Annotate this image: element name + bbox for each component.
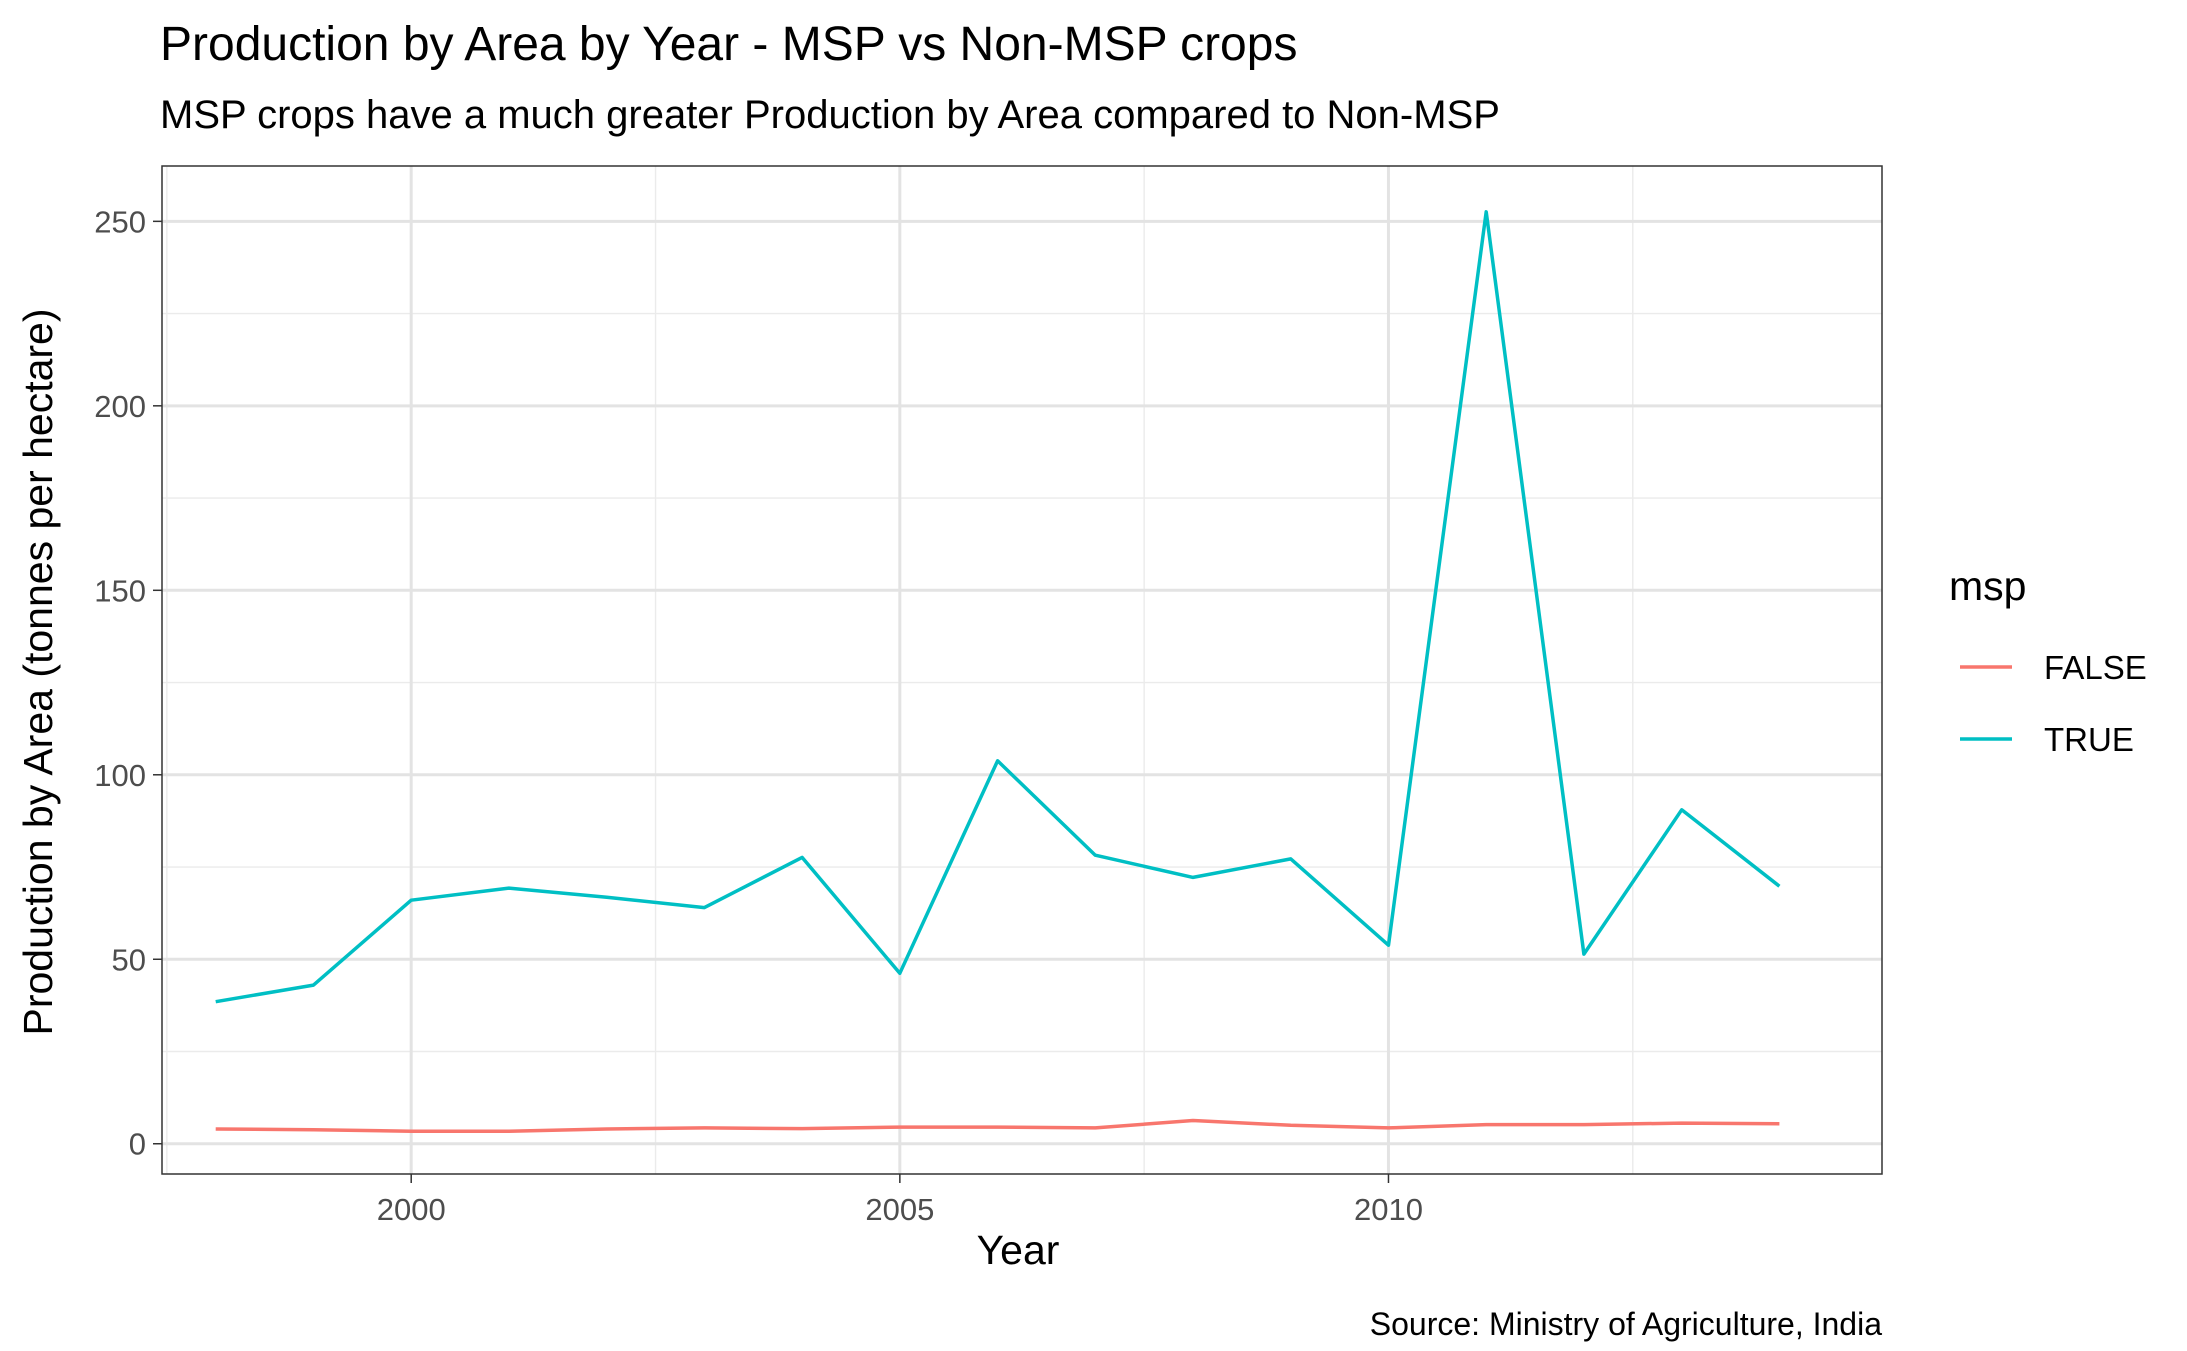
x-tick-label: 2000 bbox=[377, 1192, 446, 1227]
x-axis-title: Year bbox=[977, 1227, 1060, 1273]
chart-subtitle: MSP crops have a much greater Production… bbox=[160, 93, 1500, 137]
series-line-true bbox=[215, 210, 1781, 1004]
minor-gridlines bbox=[162, 166, 1882, 1174]
series-line-false bbox=[215, 1118, 1780, 1133]
y-axis-title: Production by Area (tonnes per hectare) bbox=[15, 308, 61, 1035]
y-tick-label: 100 bbox=[94, 758, 146, 793]
y-tick-label: 200 bbox=[94, 389, 146, 424]
panel-border bbox=[161, 165, 1883, 1175]
legend-label-false: FALSE bbox=[2044, 649, 2147, 686]
y-tick-label: 50 bbox=[112, 942, 146, 977]
y-axis-ticks: 0 50 100 150 200 250 bbox=[94, 204, 162, 1162]
series-lines bbox=[215, 210, 1781, 1133]
major-gridlines bbox=[162, 166, 1882, 1174]
y-tick-label: 150 bbox=[94, 573, 146, 608]
chart-caption: Source: Ministry of Agriculture, India bbox=[1370, 1306, 1882, 1342]
y-tick-label: 0 bbox=[129, 1127, 146, 1162]
legend: msp FALSE TRUE bbox=[1949, 563, 2147, 758]
x-tick-label: 2005 bbox=[865, 1192, 934, 1227]
x-tick-label: 2010 bbox=[1354, 1192, 1423, 1227]
legend-title: msp bbox=[1949, 563, 2026, 609]
legend-label-true: TRUE bbox=[2044, 721, 2134, 758]
x-axis-ticks: 2000 2005 2010 bbox=[377, 1174, 1423, 1227]
chart-title: Production by Area by Year - MSP vs Non-… bbox=[160, 18, 1297, 71]
y-tick-label: 250 bbox=[94, 204, 146, 239]
